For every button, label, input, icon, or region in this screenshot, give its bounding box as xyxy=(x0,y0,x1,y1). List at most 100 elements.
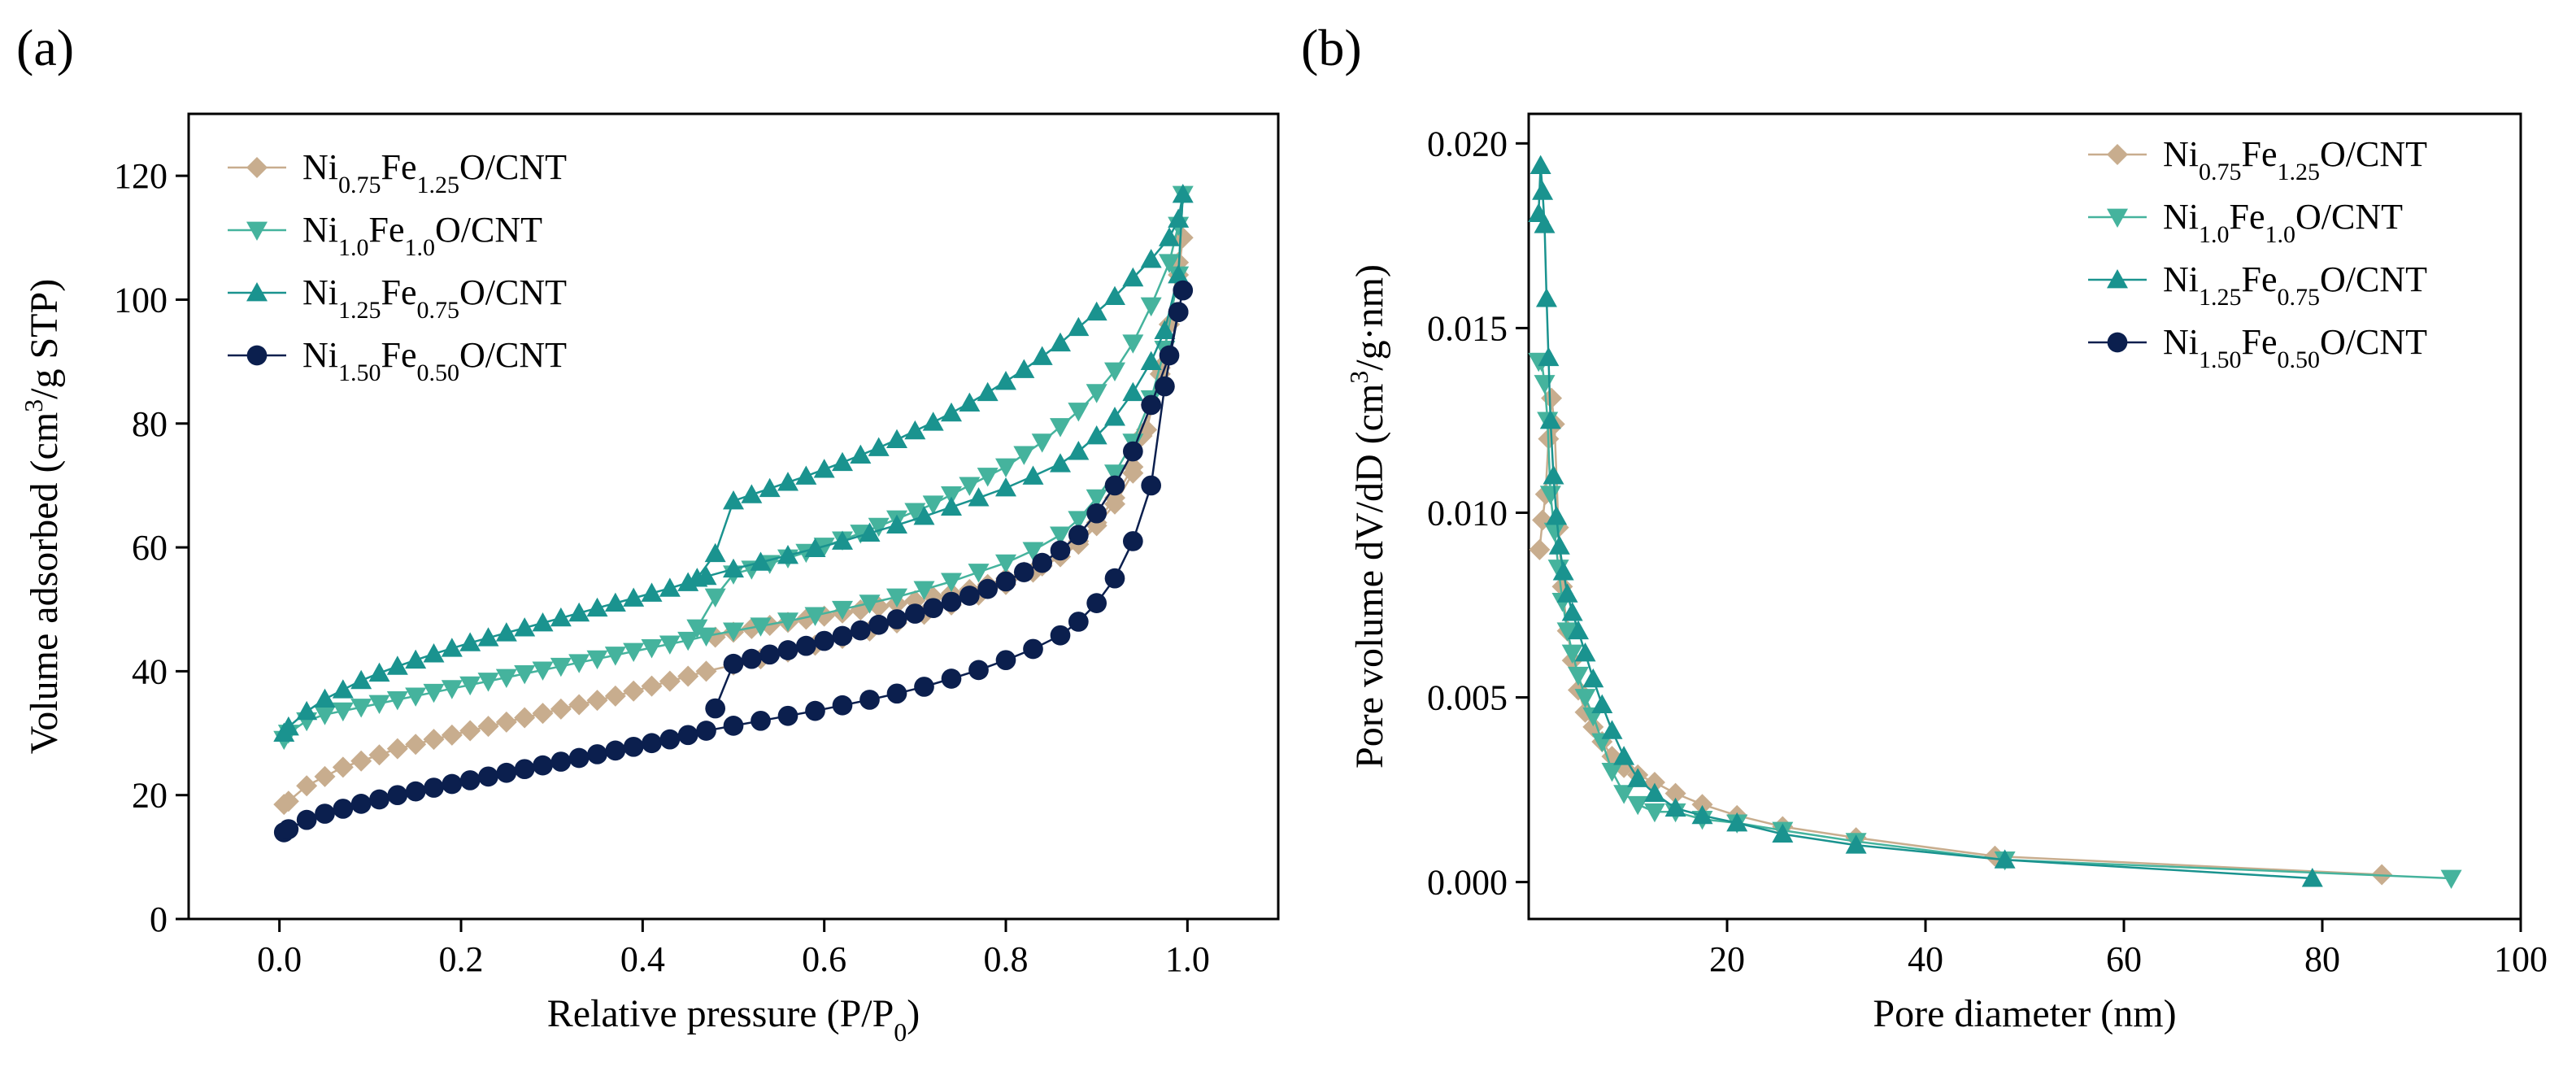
data-point xyxy=(1643,782,1665,802)
data-point xyxy=(459,720,481,742)
series-b xyxy=(1528,155,2462,890)
data-point xyxy=(1013,359,1035,378)
data-point xyxy=(914,677,934,697)
data-point xyxy=(1122,267,1144,287)
legend-marker xyxy=(246,282,268,302)
data-point xyxy=(1534,214,1556,233)
data-point xyxy=(995,370,1016,390)
data-point xyxy=(941,496,962,516)
data-point xyxy=(686,568,708,587)
data-point xyxy=(1050,453,1071,473)
legend-label: Ni1.50Fe0.50O/CNT xyxy=(2163,322,2427,373)
data-point xyxy=(604,685,626,707)
data-point xyxy=(550,607,572,627)
data-point xyxy=(941,486,962,506)
data-point xyxy=(832,600,853,621)
data-point xyxy=(659,577,681,597)
data-point xyxy=(623,587,645,607)
legend-marker xyxy=(2107,269,2128,289)
data-point xyxy=(1013,446,1035,465)
x-tick-label: 100 xyxy=(2494,939,2548,979)
y-tick-label: 0 xyxy=(150,899,168,939)
data-point xyxy=(695,627,717,647)
data-point xyxy=(850,620,871,641)
data-point xyxy=(333,799,354,819)
y-axis-title-b: Pore volume dV/dD (cm3/g·nm) xyxy=(1344,264,1391,769)
x-tick-label: 0.4 xyxy=(620,939,665,979)
data-point xyxy=(868,614,890,635)
data-point xyxy=(1104,475,1125,496)
data-point xyxy=(568,747,590,769)
data-point xyxy=(832,695,853,716)
data-point xyxy=(441,724,463,746)
y-tick-label: 60 xyxy=(132,528,168,568)
data-point xyxy=(332,702,354,722)
x-tick-label: 60 xyxy=(2106,939,2142,979)
x-tick-label: 0.8 xyxy=(984,939,1029,979)
data-point xyxy=(405,687,427,707)
data-point xyxy=(1068,403,1090,422)
data-point xyxy=(659,635,681,655)
data-point xyxy=(977,578,999,599)
legend-marker xyxy=(246,221,268,241)
data-point xyxy=(386,691,408,711)
data-point xyxy=(1613,746,1635,765)
y-tick-label: 0.010 xyxy=(1427,493,1508,533)
data-point xyxy=(1086,384,1107,403)
data-point xyxy=(1664,782,1686,804)
data-point xyxy=(368,695,390,714)
data-point xyxy=(1032,552,1053,573)
data-point xyxy=(568,602,590,622)
data-point xyxy=(904,420,926,440)
data-point xyxy=(1532,181,1554,200)
data-point xyxy=(1141,394,1162,416)
series-ni100 xyxy=(1528,352,2462,890)
data-point xyxy=(1613,785,1635,804)
data-point xyxy=(1543,522,1565,542)
y-tick-label: 20 xyxy=(132,776,168,816)
data-point xyxy=(941,402,962,422)
data-point xyxy=(1050,418,1071,438)
data-point xyxy=(405,649,427,669)
data-point xyxy=(315,804,335,824)
data-point xyxy=(941,591,962,612)
data-point xyxy=(922,412,944,431)
data-point xyxy=(868,437,890,456)
data-point xyxy=(1691,794,1713,816)
data-point xyxy=(568,654,590,673)
y-tick-label: 0.000 xyxy=(1427,863,1508,903)
data-point xyxy=(1068,525,1089,546)
data-point xyxy=(1543,465,1564,485)
panel-label-b: (b) xyxy=(1301,19,1362,76)
data-point xyxy=(751,710,771,731)
data-point xyxy=(968,660,989,681)
x-axis-title-b: Pore diameter (nm) xyxy=(1873,992,2176,1035)
data-point xyxy=(677,631,699,651)
data-point xyxy=(623,680,645,702)
data-point xyxy=(477,627,499,647)
data-point xyxy=(750,551,772,571)
panel-label-a: (a) xyxy=(16,19,74,76)
data-point xyxy=(1159,227,1180,246)
y-tick-label: 0.005 xyxy=(1427,678,1508,718)
data-point xyxy=(677,725,698,746)
data-point xyxy=(904,503,926,522)
data-point xyxy=(424,777,444,798)
data-point xyxy=(623,736,644,757)
data-point xyxy=(923,598,944,619)
y-tick-label: 0.020 xyxy=(1427,124,1508,163)
data-point xyxy=(995,650,1016,671)
data-point xyxy=(604,647,626,666)
data-point xyxy=(804,538,826,557)
data-point xyxy=(723,622,744,642)
series-a xyxy=(273,184,1194,843)
data-point xyxy=(642,733,662,754)
x-tick-label: 1.0 xyxy=(1165,939,1210,979)
data-point xyxy=(832,530,853,550)
data-point xyxy=(886,429,907,448)
data-point xyxy=(1104,493,1125,515)
data-point xyxy=(459,676,481,696)
data-point xyxy=(514,759,535,780)
data-point xyxy=(959,586,980,606)
